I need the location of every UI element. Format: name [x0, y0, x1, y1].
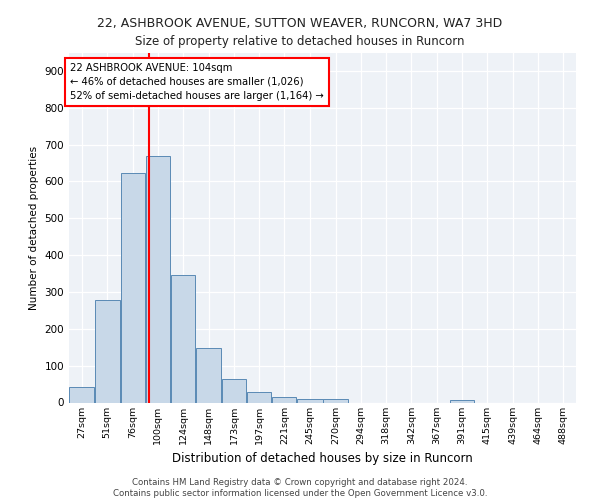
Text: Size of property relative to detached houses in Runcorn: Size of property relative to detached ho…	[135, 35, 465, 48]
Y-axis label: Number of detached properties: Number of detached properties	[29, 146, 39, 310]
Bar	[70, 387, 94, 402]
Bar	[298, 399, 323, 402]
Bar	[196, 348, 221, 403]
Bar	[272, 397, 296, 402]
Bar	[450, 400, 474, 402]
X-axis label: Distribution of detached houses by size in Runcorn: Distribution of detached houses by size …	[172, 452, 473, 465]
Bar	[171, 276, 195, 402]
Bar	[323, 399, 347, 402]
Bar	[95, 300, 120, 402]
Bar	[247, 392, 271, 402]
Bar	[146, 156, 170, 402]
Bar	[121, 174, 145, 402]
Bar	[222, 378, 246, 402]
Text: Contains HM Land Registry data © Crown copyright and database right 2024.
Contai: Contains HM Land Registry data © Crown c…	[113, 478, 487, 498]
Text: 22, ASHBROOK AVENUE, SUTTON WEAVER, RUNCORN, WA7 3HD: 22, ASHBROOK AVENUE, SUTTON WEAVER, RUNC…	[97, 18, 503, 30]
Text: 22 ASHBROOK AVENUE: 104sqm
← 46% of detached houses are smaller (1,026)
52% of s: 22 ASHBROOK AVENUE: 104sqm ← 46% of deta…	[70, 63, 324, 101]
